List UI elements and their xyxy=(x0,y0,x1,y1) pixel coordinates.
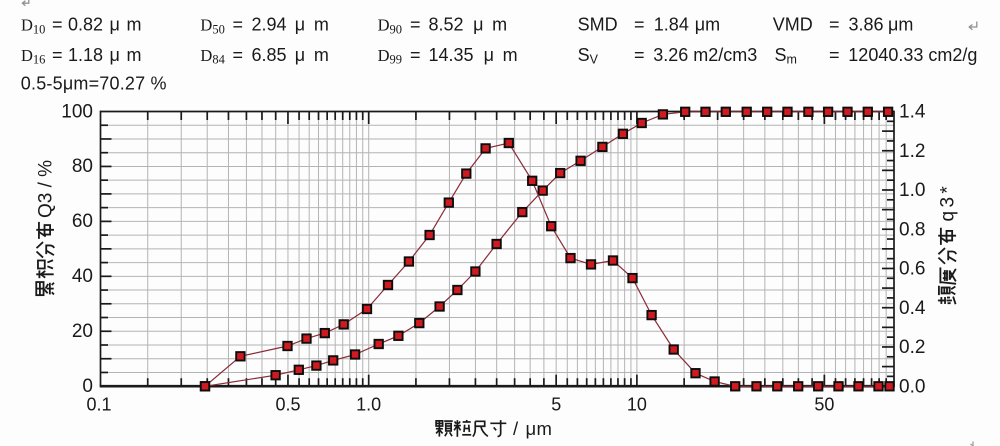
svg-text:=: = xyxy=(634,15,645,35)
svg-text:5: 5 xyxy=(551,395,561,415)
svg-text:0.6: 0.6 xyxy=(899,259,925,280)
svg-text:0.2: 0.2 xyxy=(899,337,925,358)
svg-text:Q3 / %: Q3 / % xyxy=(36,160,57,218)
svg-text:m: m xyxy=(492,15,507,35)
svg-text:0.0: 0.0 xyxy=(899,376,925,397)
svg-text:VMD: VMD xyxy=(773,15,813,35)
svg-text:1.2: 1.2 xyxy=(899,141,925,162)
svg-text:μm: μm xyxy=(888,15,913,35)
svg-text:=: = xyxy=(829,45,840,65)
svg-text:μ: μ xyxy=(295,45,305,65)
svg-text:=: = xyxy=(829,15,840,35)
svg-text:=: = xyxy=(52,45,63,65)
svg-text:μ: μ xyxy=(484,45,494,65)
svg-text:6.85: 6.85 xyxy=(252,45,287,65)
svg-text:μ: μ xyxy=(295,15,305,35)
svg-text:m: m xyxy=(314,45,329,65)
svg-text:m: m xyxy=(503,45,518,65)
svg-text:q3*: q3* xyxy=(938,183,959,222)
svg-text:/: / xyxy=(513,418,519,439)
svg-text:=: = xyxy=(634,45,645,65)
svg-text:50: 50 xyxy=(814,395,834,415)
svg-text:1.84: 1.84 xyxy=(654,15,689,35)
svg-text:40: 40 xyxy=(72,266,93,287)
svg-text:0.5: 0.5 xyxy=(275,395,300,415)
svg-text:=: = xyxy=(52,15,63,35)
svg-text:m: m xyxy=(127,15,142,35)
svg-text:0.4: 0.4 xyxy=(899,298,926,319)
svg-text:=: = xyxy=(410,15,421,35)
svg-text:3.26 m2/cm3: 3.26 m2/cm3 xyxy=(653,45,757,65)
svg-text:1.18: 1.18 xyxy=(68,45,103,65)
svg-text:20: 20 xyxy=(72,321,93,342)
svg-text:1.0: 1.0 xyxy=(356,395,381,415)
svg-text:μ: μ xyxy=(473,15,483,35)
svg-text:100: 100 xyxy=(61,101,93,122)
svg-text:0.82: 0.82 xyxy=(68,15,103,35)
svg-text:0.5-5μm=70.27 %: 0.5-5μm=70.27 % xyxy=(21,74,167,94)
svg-text:3.86: 3.86 xyxy=(849,15,884,35)
svg-text:0.8: 0.8 xyxy=(899,219,925,240)
svg-text:m: m xyxy=(314,15,329,35)
svg-text:μ: μ xyxy=(110,45,120,65)
svg-text:1.4: 1.4 xyxy=(899,102,926,123)
svg-text:μ: μ xyxy=(110,15,120,35)
svg-text:12040.33 cm2/g: 12040.33 cm2/g xyxy=(848,45,977,65)
svg-text:14.35: 14.35 xyxy=(429,45,474,65)
svg-text:m: m xyxy=(537,418,552,439)
svg-text:60: 60 xyxy=(72,211,93,232)
svg-text:0: 0 xyxy=(82,376,93,397)
svg-text:m: m xyxy=(127,45,142,65)
svg-text:80: 80 xyxy=(72,156,93,177)
svg-text:1.0: 1.0 xyxy=(899,180,925,201)
svg-text:μm: μm xyxy=(695,15,720,35)
svg-text:=: = xyxy=(410,45,421,65)
svg-text:10: 10 xyxy=(627,395,647,415)
svg-text:SMD: SMD xyxy=(578,15,618,35)
svg-text:8.52: 8.52 xyxy=(429,15,464,35)
svg-text:2.94: 2.94 xyxy=(252,15,287,35)
svg-text:=: = xyxy=(233,15,244,35)
svg-text:=: = xyxy=(233,45,244,65)
svg-text:μ: μ xyxy=(526,418,537,439)
svg-text:0.1: 0.1 xyxy=(86,395,111,415)
